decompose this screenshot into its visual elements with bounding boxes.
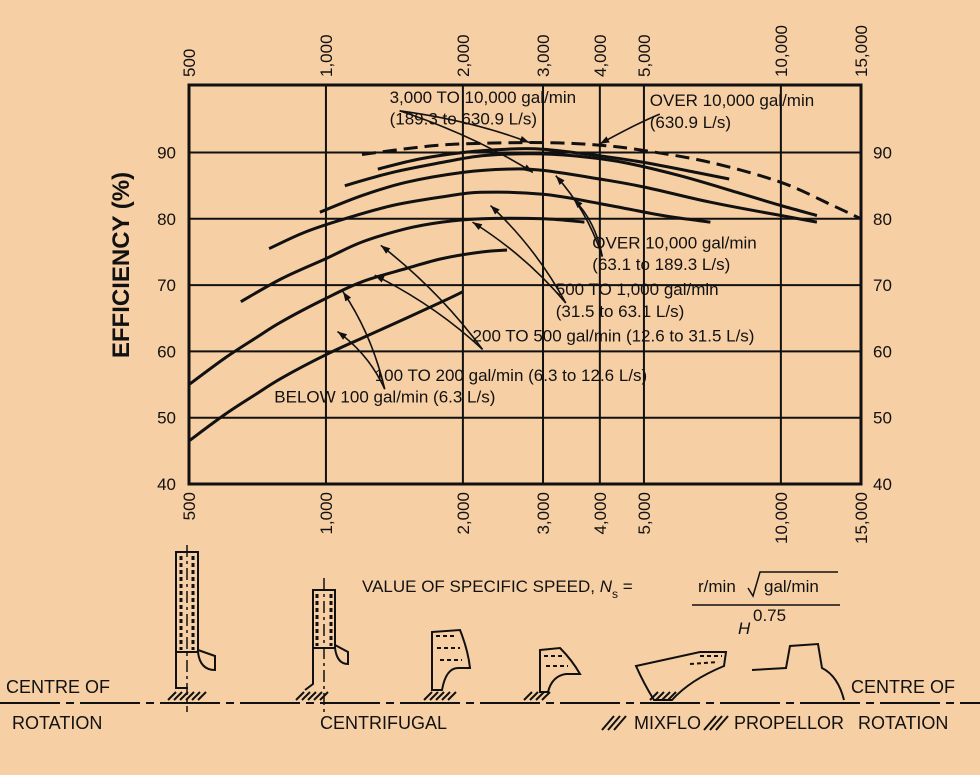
annotation-arrow xyxy=(342,291,386,390)
y-tick-label-right: 50 xyxy=(873,409,892,428)
svg-text:VALUE OF SPECIFIC SPEED, Ns =: VALUE OF SPECIFIC SPEED, Ns = xyxy=(362,577,633,601)
y-tick-label-right: 60 xyxy=(873,342,892,361)
impeller-sketch-mixed-francis xyxy=(523,646,582,701)
efficiency-curve-s3 xyxy=(240,216,585,304)
left-rotation-label-line2: ROTATION xyxy=(12,713,102,733)
curve-annotations: 3,000 TO 10,000 gal/min (189.3 to 630.9 L… xyxy=(274,88,814,407)
x-tick-label-bottom: 15,000 xyxy=(852,492,871,544)
x-tick-label-bottom: 3,000 xyxy=(534,492,553,535)
curve-annotation: OVER 10,000 gal/min xyxy=(592,234,756,253)
specific-speed-formula: VALUE OF SPECIFIC SPEED, Ns = r/min gal/… xyxy=(362,571,840,638)
efficiency-curve-s4 xyxy=(268,190,711,250)
x-tick-label-top: 1,000 xyxy=(317,34,336,77)
annotation-arrow xyxy=(472,221,567,304)
y-axis-ticks: 40 40 50 50 60 60 70 70 80 80 90 90 xyxy=(157,144,892,495)
annotation-arrowhead xyxy=(519,135,530,143)
annotation-arrowhead xyxy=(490,205,500,215)
formula-sqrt-sign xyxy=(747,571,838,598)
curve-annotation: (630.9 L/s) xyxy=(650,113,731,132)
curve-annotation: BELOW 100 gal/min (6.3 L/s) xyxy=(274,387,495,406)
curve-annotation: (63.1 to 189.3 L/s) xyxy=(592,255,730,274)
efficiency-curve-s6 xyxy=(344,152,818,217)
x-tick-label-top: 10,000 xyxy=(772,25,791,77)
annotation-arrowhead xyxy=(337,331,348,340)
y-tick-label-right: 90 xyxy=(873,144,892,163)
impeller-sketch-radial-narrow xyxy=(167,545,216,712)
x-tick-label-bottom: 1,000 xyxy=(317,492,336,535)
curve-annotation: 100 TO 200 gal/min (6.3 to 12.6 L/s) xyxy=(375,366,647,385)
impeller-sketch-propellor xyxy=(751,642,845,701)
curve-annotation: (189.3 to 630.9 L/s) xyxy=(390,110,537,129)
x-tick-label-top: 4,000 xyxy=(591,34,610,77)
annotation-arrow xyxy=(399,110,534,174)
annotation-arrowhead xyxy=(523,164,533,173)
x-tick-label-bottom: 5,000 xyxy=(635,492,654,535)
formula-prefix: VALUE OF SPECIFIC SPEED, xyxy=(362,577,600,596)
chart-grid xyxy=(189,85,861,485)
right-rotation-label-line2: ROTATION xyxy=(858,713,948,733)
formula-subscript: s xyxy=(612,587,618,601)
annotation-arrowhead xyxy=(555,175,565,185)
curve-annotation: 3,000 TO 10,000 gal/min xyxy=(390,88,577,107)
curve-annotation: 200 TO 500 gal/min (12.6 to 31.5 L/s) xyxy=(473,326,755,345)
annotation-arrowhead xyxy=(374,275,385,283)
x-axis-ticks: 500 500 1,000 1,000 2,000 2,000 3,000 3,000 4,00… xyxy=(180,25,871,544)
curve-annotation: OVER 10,000 gal/min xyxy=(650,91,814,110)
annotation-arrow xyxy=(489,204,567,304)
efficiency-curve-s2 xyxy=(188,248,508,386)
annotation-arrowhead xyxy=(573,198,583,209)
annotation-arrow xyxy=(399,109,530,144)
efficiency-curve-s7 xyxy=(377,147,730,181)
efficiency-curve-s5 xyxy=(319,167,818,224)
x-tick-label-bottom: 2,000 xyxy=(454,492,473,535)
x-tick-label-bottom: 10,000 xyxy=(772,492,791,544)
formula-galmin: gal/min xyxy=(764,577,819,596)
impeller-sketch-radial xyxy=(295,578,349,712)
formula-denominator-exp: 0.75 xyxy=(753,606,786,625)
y-tick-label-left: 70 xyxy=(157,276,176,295)
centrifugal-label: CENTRIFUGAL xyxy=(320,713,447,733)
y-axis-label: EFFICIENCY (%) xyxy=(108,172,135,358)
annotation-arrow xyxy=(380,244,484,350)
annotation-arrowhead xyxy=(342,291,352,302)
annotation-arrowhead xyxy=(380,245,391,254)
propellor-label: PROPELLOR xyxy=(734,713,844,733)
annotation-arrow xyxy=(374,274,484,351)
formula-symbol: N xyxy=(600,577,613,596)
impeller-sketch-mixed-flow xyxy=(601,651,729,731)
x-tick-label-top: 500 xyxy=(180,49,199,77)
formula-denominator-base: H xyxy=(738,619,751,638)
y-tick-label-right: 70 xyxy=(873,276,892,295)
left-rotation-label-line1: CENTRE OF xyxy=(6,677,110,697)
efficiency-curves xyxy=(188,141,862,443)
y-tick-label-right: 40 xyxy=(873,475,892,494)
efficiency-curve-s8 xyxy=(361,141,862,221)
curve-annotation: (31.5 to 63.1 L/s) xyxy=(556,302,685,321)
x-tick-label-top: 2,000 xyxy=(454,34,473,77)
x-tick-label-top: 3,000 xyxy=(534,34,553,77)
right-rotation-label-line1: CENTRE OF xyxy=(851,677,955,697)
efficiency-curve-s1 xyxy=(188,290,464,443)
mixflo-label: MIXFLO xyxy=(634,713,701,733)
y-tick-label-left: 50 xyxy=(157,409,176,428)
y-tick-label-left: 90 xyxy=(157,144,176,163)
x-tick-label-bottom: 500 xyxy=(180,492,199,520)
y-tick-label-left: 80 xyxy=(157,210,176,229)
x-tick-label-bottom: 4,000 xyxy=(591,492,610,535)
y-tick-label-left: 40 xyxy=(157,475,176,494)
annotation-arrowhead xyxy=(472,222,483,231)
x-tick-label-top: 15,000 xyxy=(852,25,871,77)
curve-annotation: 500 TO 1,000 gal/min xyxy=(556,280,719,299)
y-tick-label-right: 80 xyxy=(873,210,892,229)
x-tick-label-top: 5,000 xyxy=(635,34,654,77)
y-tick-label-left: 60 xyxy=(157,342,176,361)
impeller-sketch-francis xyxy=(423,628,472,701)
plot-frame xyxy=(187,83,863,486)
formula-rmin: r/min xyxy=(698,577,736,596)
formula-equals: = xyxy=(618,577,633,596)
annotation-arrowhead xyxy=(599,136,610,144)
